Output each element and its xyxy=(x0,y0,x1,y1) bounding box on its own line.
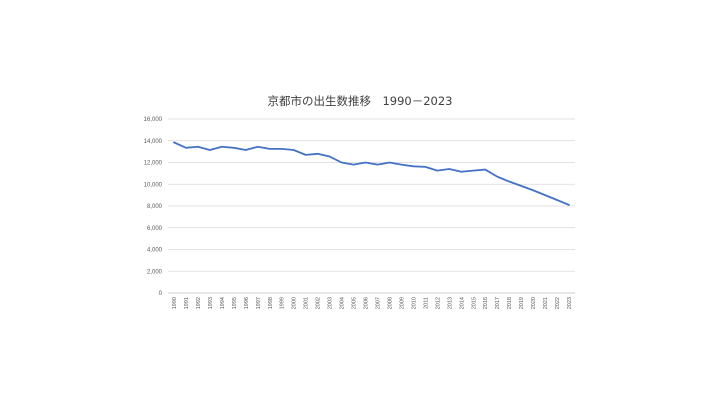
y-tick-label: 8,000 xyxy=(147,204,163,210)
x-tick-label: 2014 xyxy=(459,297,465,309)
x-tick-label: 2000 xyxy=(292,297,298,309)
y-tick-label: 14,000 xyxy=(144,139,163,145)
x-tick-label: 1998 xyxy=(268,297,274,309)
chart-title: 京都市の出生数推移 1990－2023 xyxy=(267,94,453,108)
x-tick-label: 2001 xyxy=(304,297,310,309)
x-tick-label: 2009 xyxy=(399,297,405,309)
x-tick-label: 2011 xyxy=(423,297,429,309)
x-tick-label: 1996 xyxy=(244,297,250,309)
x-tick-label: 1997 xyxy=(256,297,262,309)
x-tick-label: 1992 xyxy=(196,297,202,309)
x-tick-label: 2008 xyxy=(387,297,393,309)
y-tick-label: 6,000 xyxy=(147,226,163,232)
x-tick-label: 2002 xyxy=(316,297,322,309)
x-tick-label: 2015 xyxy=(471,297,477,309)
x-tick-label: 2022 xyxy=(555,297,561,309)
y-tick-label: 10,000 xyxy=(144,182,163,188)
x-tick-label: 2007 xyxy=(375,297,381,309)
x-tick-label: 2020 xyxy=(531,297,537,309)
x-tick-label: 1994 xyxy=(220,297,226,309)
x-tick-label: 1990 xyxy=(172,297,178,309)
x-tick-label: 1993 xyxy=(208,297,214,309)
x-tick-label: 1999 xyxy=(280,297,286,309)
x-tick-label: 1995 xyxy=(232,297,238,309)
x-tick-label: 2010 xyxy=(411,297,417,309)
x-tick-label: 2003 xyxy=(328,297,334,309)
x-tick-label: 2023 xyxy=(567,297,573,309)
x-tick-label: 2016 xyxy=(483,297,489,309)
x-tick-label: 2018 xyxy=(507,297,513,309)
x-tick-label: 2006 xyxy=(364,297,370,309)
x-tick-label: 2019 xyxy=(519,297,525,309)
y-tick-label: 16,000 xyxy=(144,117,163,123)
x-tick-label: 2012 xyxy=(435,297,441,309)
y-tick-label: 0 xyxy=(159,291,163,297)
series-line xyxy=(173,141,570,206)
x-tick-label: 2004 xyxy=(340,297,346,309)
x-tick-label: 2017 xyxy=(495,297,501,309)
x-tick-label: 2005 xyxy=(352,297,358,309)
y-tick-label: 12,000 xyxy=(144,161,163,167)
y-tick-label: 2,000 xyxy=(147,269,163,275)
x-tick-label: 2013 xyxy=(447,297,453,309)
y-tick-label: 4,000 xyxy=(147,248,163,254)
x-tick-label: 1991 xyxy=(184,297,190,309)
x-tick-label: 2021 xyxy=(543,297,549,309)
